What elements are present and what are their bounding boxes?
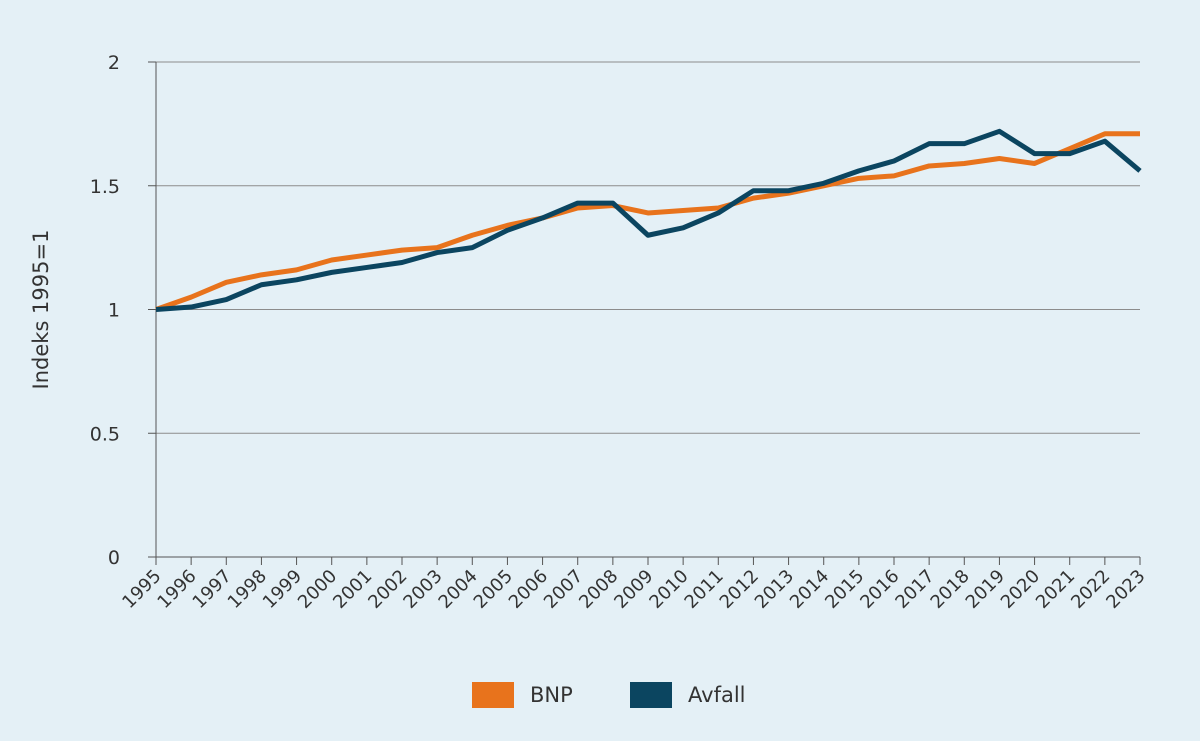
x-tick-label: 2001: [329, 566, 376, 613]
x-tick-label: 2004: [435, 566, 482, 613]
x-tick-label: 2019: [962, 566, 1009, 613]
y-tick-label: 2: [108, 52, 120, 74]
x-tick-label: 2008: [575, 566, 622, 613]
x-tick-label: 2016: [856, 566, 903, 613]
legend: BNP Avfall: [472, 682, 746, 708]
x-tick-label: 2007: [540, 566, 587, 613]
x-tick-label: 2015: [821, 566, 868, 613]
y-tick-label: 0: [108, 547, 120, 569]
x-tick-label: 2000: [294, 566, 341, 613]
x-tick-label: 2003: [399, 566, 446, 613]
x-tick-label: 2009: [610, 566, 657, 613]
x-tick-label: 1995: [118, 566, 165, 613]
x-tick-label: 2023: [1102, 566, 1149, 613]
x-tick-label: 2014: [786, 566, 833, 613]
legend-label-avfall: Avfall: [688, 683, 746, 707]
y-tick-label: 0.5: [90, 423, 120, 445]
y-tick-label: 1: [108, 300, 120, 322]
x-tick-label: 1997: [189, 566, 236, 613]
series-line-avfall: [155, 128, 1142, 312]
series-lines: [155, 128, 1142, 312]
x-tick-label: 2013: [751, 566, 798, 613]
x-tick-label: 2002: [364, 566, 411, 613]
x-tick-label: 1996: [153, 566, 200, 613]
y-tick-label: 1.5: [90, 176, 120, 198]
x-tick-label: 2006: [505, 566, 552, 613]
x-tick-label: 2017: [891, 566, 938, 613]
x-tick-label: 2020: [997, 566, 1044, 613]
legend-label-bnp: BNP: [530, 683, 573, 707]
x-tick-label: 2011: [681, 566, 728, 613]
legend-swatch-bnp: [472, 682, 514, 708]
x-tick-label: 2010: [645, 566, 692, 613]
x-tick-label: 1999: [259, 566, 306, 613]
x-tick-label: 2005: [470, 566, 517, 613]
legend-swatch-avfall: [630, 682, 672, 708]
x-tick-label: 2018: [927, 566, 974, 613]
gridlines: [156, 61, 1140, 434]
x-tick-label: 2021: [1032, 566, 1079, 613]
y-axis-label: Indeks 1995=1: [29, 230, 53, 390]
x-tick-label: 2022: [1067, 566, 1114, 613]
x-tick-label: 1998: [224, 566, 271, 613]
series-line-bnp: [155, 131, 1140, 312]
x-tick-label: 2012: [716, 566, 763, 613]
